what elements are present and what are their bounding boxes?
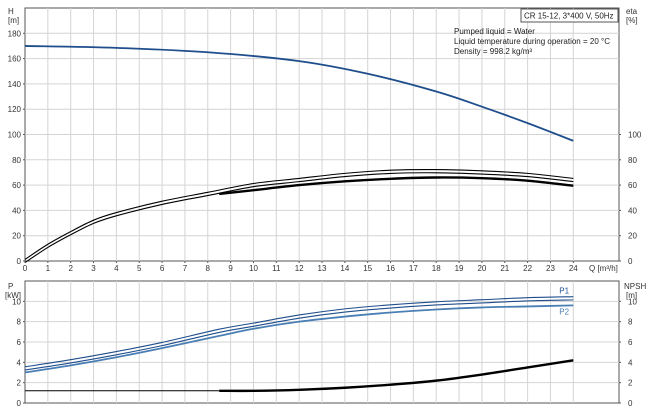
top-series-0-line bbox=[24, 45, 574, 142]
x-axis-label: Q [m³/h] bbox=[589, 264, 618, 273]
x-tick-label: 9 bbox=[228, 264, 233, 273]
top-series-1-line-b bbox=[24, 172, 574, 264]
x-tick-label: 19 bbox=[455, 264, 464, 273]
bottom-right-tick-label: 8 bbox=[628, 318, 633, 327]
x-tick-label: 4 bbox=[114, 264, 119, 273]
bottom-right-tick-label: 0 bbox=[628, 399, 633, 408]
bottom-left-axis-name: P bbox=[8, 282, 13, 291]
x-tick-label: 16 bbox=[386, 264, 395, 273]
bottom-left-tick-label: 6 bbox=[17, 338, 22, 347]
bottom-left-axis-unit: [kW] bbox=[5, 291, 21, 300]
bottom-series-p2-line bbox=[24, 304, 574, 374]
top-right-tick-label: 80 bbox=[628, 156, 637, 165]
x-tick-label: 15 bbox=[363, 264, 372, 273]
x-tick-label: 17 bbox=[409, 264, 418, 273]
x-tick-label: 13 bbox=[318, 264, 327, 273]
bottom-series-p1-label: P1 bbox=[559, 286, 569, 295]
x-tick-label: 7 bbox=[183, 264, 188, 273]
top-series-1-line-a bbox=[24, 169, 574, 260]
top-right-tick-label: 100 bbox=[628, 131, 642, 140]
x-tick-label: 8 bbox=[206, 264, 211, 273]
x-tick-label: 22 bbox=[523, 264, 532, 273]
top-series-2-line bbox=[219, 176, 574, 196]
bottom-left-tick-label: 10 bbox=[12, 297, 21, 306]
x-tick-label: 10 bbox=[249, 264, 258, 273]
x-tick-label: 23 bbox=[546, 264, 555, 273]
top-left-tick-label: 20 bbox=[12, 232, 21, 241]
top-left-tick-label: 100 bbox=[8, 131, 22, 140]
bottom-right-tick-label: 2 bbox=[628, 379, 633, 388]
bottom-series-p1-line-a bbox=[24, 296, 574, 368]
x-tick-label: 14 bbox=[340, 264, 349, 273]
top-right-tick-label: 20 bbox=[628, 232, 637, 241]
bottom-left-tick-label: 0 bbox=[17, 399, 22, 408]
top-left-tick-label: 40 bbox=[12, 206, 21, 215]
top-left-tick-label: 140 bbox=[8, 80, 22, 89]
top-right-tick-label: 60 bbox=[628, 181, 637, 190]
top-grid bbox=[25, 8, 619, 261]
top-right-tick-label: 0 bbox=[628, 257, 633, 266]
bottom-right-axis-name: NPSH bbox=[624, 282, 646, 291]
bottom-left-tick-label: 4 bbox=[17, 358, 22, 367]
x-tick-label: 20 bbox=[477, 264, 486, 273]
bottom-right-tick-label: 6 bbox=[628, 338, 633, 347]
chart-title: CR 15-12, 3*400 V, 50Hz bbox=[524, 12, 614, 21]
bottom-axes: 0 2 4 6 8 10 0 2 4 6 8 10 bbox=[12, 297, 637, 408]
top-right-tick-label: 40 bbox=[628, 206, 637, 215]
x-tick-label: 1 bbox=[46, 264, 51, 273]
bottom-series-p1-line-b bbox=[24, 299, 574, 371]
x-tick-label: 12 bbox=[295, 264, 304, 273]
title-box bbox=[520, 8, 619, 23]
bottom-left-tick-label: 8 bbox=[17, 318, 22, 327]
x-tick-label: 6 bbox=[160, 264, 165, 273]
x-tick-label: 18 bbox=[432, 264, 441, 273]
x-tick-label: 24 bbox=[569, 264, 578, 273]
top-left-tick-label: 0 bbox=[17, 257, 22, 266]
top-right-axis-unit: [%] bbox=[626, 16, 638, 25]
info-line-temperature: Liquid temperature during operation = 20… bbox=[454, 37, 610, 46]
x-tick-label: 21 bbox=[500, 264, 509, 273]
bottom-right-tick-label: 10 bbox=[628, 297, 637, 306]
top-left-tick-label: 180 bbox=[8, 29, 22, 38]
x-tick-label: 11 bbox=[272, 264, 281, 273]
top-left-tick-label: 120 bbox=[8, 105, 22, 114]
bottom-series: P1 P2 bbox=[24, 286, 574, 393]
bottom-panel: P1 P2 0 2 4 6 8 10 0 2 4 6 8 10 P [kW] NPSH [m] bbox=[5, 280, 646, 408]
x-tick-label: 0 bbox=[23, 264, 28, 273]
top-right-axis-name: eta bbox=[626, 7, 638, 16]
x-tick-label: 3 bbox=[91, 264, 96, 273]
top-left-axis-name: H bbox=[8, 7, 14, 16]
info-line-pumped-liquid: Pumped liquid = Water bbox=[454, 27, 535, 36]
bottom-left-tick-label: 2 bbox=[17, 379, 22, 388]
top-left-axis-unit: [m] bbox=[8, 16, 19, 25]
bottom-series-p2-label: P2 bbox=[559, 307, 569, 316]
x-tick-label: 2 bbox=[68, 264, 73, 273]
x-tick-label: 5 bbox=[137, 264, 142, 273]
top-series bbox=[24, 45, 574, 264]
bottom-right-tick-label: 4 bbox=[628, 358, 633, 367]
top-left-tick-label: 80 bbox=[12, 156, 21, 165]
bottom-right-axis-unit: [m] bbox=[626, 291, 637, 300]
top-left-tick-label: 60 bbox=[12, 181, 21, 190]
top-left-tick-label: 160 bbox=[8, 55, 22, 64]
bottom-series-3-line bbox=[219, 359, 574, 393]
info-line-density: Density = 998.2 kg/m³ bbox=[454, 47, 532, 56]
